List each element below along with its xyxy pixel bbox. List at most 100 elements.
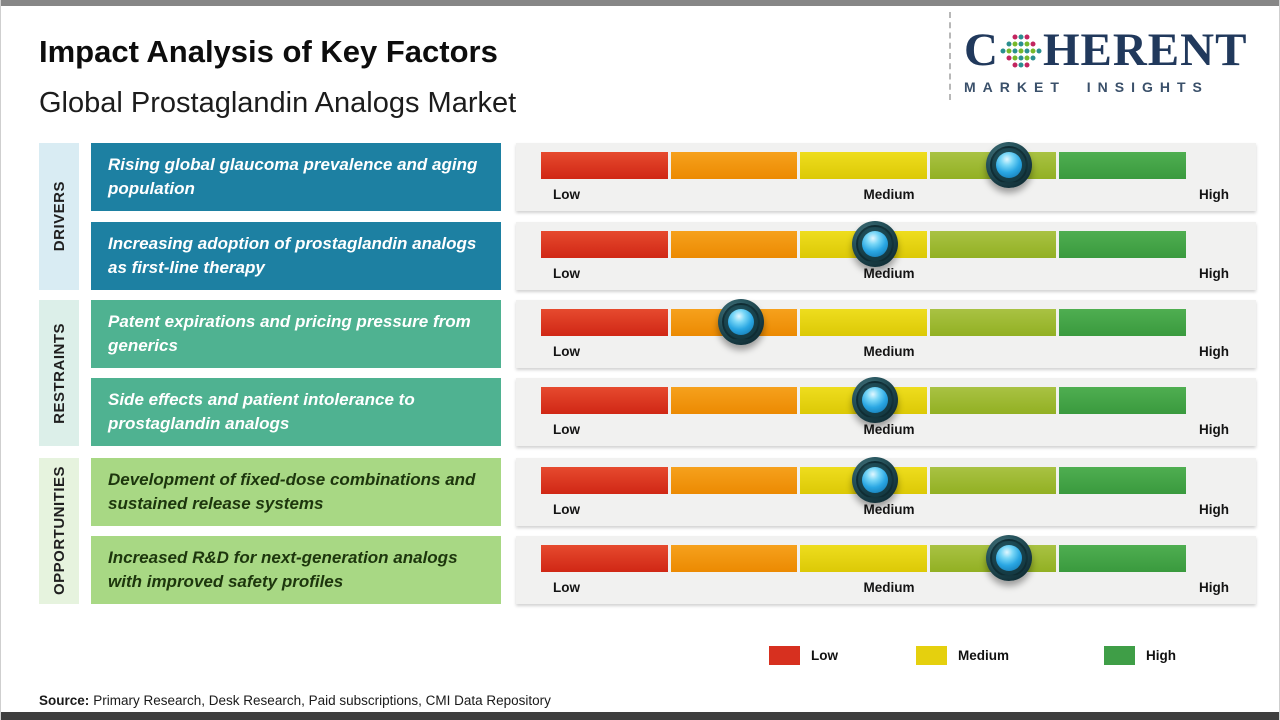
category-strip-drivers: DRIVERS [39, 143, 79, 290]
scale-segment-orange [670, 387, 798, 414]
legend-item-low: Low [769, 646, 838, 665]
logo-wordmark: C HERENT [964, 27, 1264, 74]
factor-text-2: Increasing adoption of prostaglandin ana… [108, 234, 477, 277]
scale-label-high: High [1199, 502, 1229, 517]
scale-label-medium: Medium [863, 344, 915, 359]
legend-label-high: High [1146, 648, 1176, 663]
impact-scale-row-2: Low Medium High [516, 221, 1256, 290]
scale-segment-olive [929, 309, 1057, 336]
impact-marker [852, 457, 899, 503]
scale-segment-green [1059, 309, 1186, 336]
scale-label-medium: Medium [863, 266, 915, 281]
scale-segment-red [541, 309, 668, 336]
factor-text-6: Increased R&D for next-generation analog… [108, 548, 458, 591]
category-label-opportunities: OPPORTUNITIES [50, 466, 68, 596]
scale-segment-yellow [800, 152, 927, 179]
impact-marker [985, 535, 1032, 581]
logo-letter-c: C [964, 24, 999, 76]
scale-segment-orange [670, 152, 798, 179]
top-accent-bar [1, 0, 1279, 6]
scale-segment-yellow [800, 309, 927, 336]
bottom-accent-bar [1, 712, 1279, 720]
factor-box-5: Development of fixed-dose combinations a… [91, 458, 501, 526]
scale-label-low: Low [553, 422, 580, 437]
legend-label-low: Low [811, 648, 838, 663]
impact-scale-bar [541, 152, 1186, 179]
impact-scale-bar [541, 309, 1186, 336]
scale-segment-olive [929, 387, 1057, 414]
factor-box-3: Patent expirations and pricing pressure … [91, 300, 501, 368]
factor-box-6: Increased R&D for next-generation analog… [91, 536, 501, 604]
scale-segment-green [1059, 467, 1186, 494]
scale-segment-red [541, 467, 668, 494]
logo-letters-rest: HERENT [1042, 24, 1248, 76]
scale-segment-green [1059, 387, 1186, 414]
scale-label-high: High [1199, 187, 1229, 202]
impact-scale-row-4: Low Medium High [516, 377, 1256, 446]
scale-label-low: Low [553, 502, 580, 517]
legend-item-high: High [1104, 646, 1176, 665]
impact-scale-row-5: Low Medium High [516, 457, 1256, 526]
factor-text-3: Patent expirations and pricing pressure … [108, 312, 471, 355]
factor-text-4: Side effects and patient intolerance to … [108, 390, 415, 433]
page-subtitle: Global Prostaglandin Analogs Market [39, 87, 517, 119]
scale-segment-yellow [800, 545, 927, 572]
scale-label-high: High [1199, 266, 1229, 281]
category-strip-opportunities: OPPORTUNITIES [39, 458, 79, 604]
impact-scale-row-6: Low Medium High [516, 535, 1256, 604]
source-text: Primary Research, Desk Research, Paid su… [93, 693, 551, 708]
impact-marker [717, 299, 764, 345]
category-strip-restraints: RESTRAINTS [39, 300, 79, 446]
category-label-drivers: DRIVERS [50, 181, 68, 252]
coherent-logo: C HERENT MARKET INSIGHTS [964, 27, 1264, 96]
scale-segment-orange [670, 231, 798, 258]
scale-label-low: Low [553, 266, 580, 281]
impact-scale-bar [541, 545, 1186, 572]
source-line: Source: Primary Research, Desk Research, … [39, 693, 551, 708]
page-title: Impact Analysis of Key Factors [39, 34, 498, 69]
factor-box-1: Rising global glaucoma prevalence and ag… [91, 143, 501, 211]
factor-box-4: Side effects and patient intolerance to … [91, 378, 501, 446]
category-label-restraints: RESTRAINTS [50, 322, 68, 424]
legend-swatch-high [1104, 646, 1135, 665]
scale-label-medium: Medium [863, 187, 915, 202]
scale-label-high: High [1199, 580, 1229, 595]
source-label: Source: [39, 693, 90, 708]
scale-segment-olive [929, 231, 1057, 258]
logo-globe-icon [1000, 34, 1042, 67]
scale-segment-green [1059, 545, 1186, 572]
scale-segment-orange [670, 545, 798, 572]
legend-item-medium: Medium [916, 646, 1009, 665]
scale-label-medium: Medium [863, 422, 915, 437]
scale-label-low: Low [553, 187, 580, 202]
legend-label-medium: Medium [958, 648, 1010, 663]
factor-text-5: Development of fixed-dose combinations a… [108, 470, 476, 513]
scale-segment-red [541, 152, 668, 179]
impact-marker [852, 377, 899, 423]
scale-label-medium: Medium [863, 502, 915, 517]
scale-segment-red [541, 545, 668, 572]
impact-marker [985, 142, 1032, 188]
factor-box-2: Increasing adoption of prostaglandin ana… [91, 222, 501, 290]
impact-marker [852, 221, 899, 267]
scale-label-high: High [1199, 422, 1229, 437]
impact-scale-row-1: Low Medium High [516, 142, 1256, 211]
scale-label-high: High [1199, 344, 1229, 359]
scale-segment-orange [670, 467, 798, 494]
factor-text-1: Rising global glaucoma prevalence and ag… [108, 155, 478, 198]
scale-segment-olive [929, 467, 1057, 494]
logo-tagline: MARKET INSIGHTS [964, 79, 1209, 95]
scale-segment-green [1059, 152, 1186, 179]
scale-segment-red [541, 387, 668, 414]
legend-swatch-low [769, 646, 800, 665]
impact-scale-bar [541, 467, 1186, 494]
scale-label-medium: Medium [863, 580, 915, 595]
impact-scale-row-3: Low Medium High [516, 299, 1256, 368]
scale-label-low: Low [553, 344, 580, 359]
legend-swatch-medium [916, 646, 947, 665]
header-dashed-divider [949, 12, 951, 100]
scale-segment-red [541, 231, 668, 258]
scale-segment-green [1059, 231, 1186, 258]
scale-label-low: Low [553, 580, 580, 595]
